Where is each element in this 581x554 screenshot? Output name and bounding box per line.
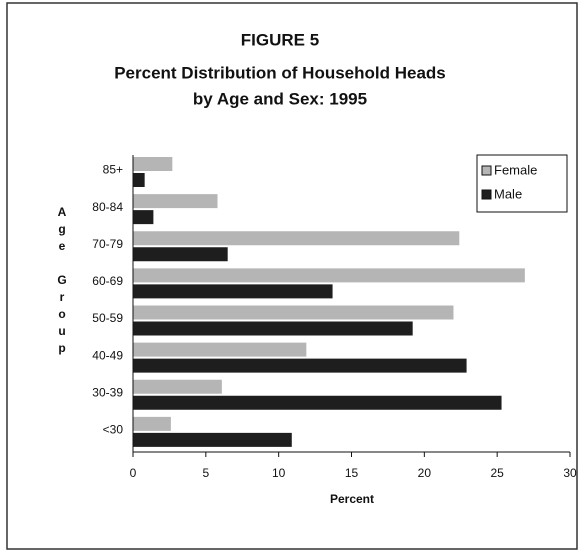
bar [133, 231, 460, 246]
chart-subtitle: Percent Distribution of Household Heads [114, 63, 446, 82]
bar [133, 157, 173, 171]
bar [133, 342, 307, 357]
bar [133, 416, 171, 431]
bar [133, 358, 467, 373]
y-axis-label: Age Group [55, 205, 69, 358]
bar [133, 284, 333, 299]
x-tick-label: 30 [563, 466, 577, 480]
bar [133, 379, 222, 394]
x-tick-label: 5 [202, 466, 209, 480]
y-tick-label: 70-79 [92, 237, 123, 251]
bar [133, 173, 145, 187]
bar [133, 395, 502, 410]
bar [133, 305, 454, 320]
y-tick-label: 50-59 [92, 311, 123, 325]
y-tick-label: 80-84 [92, 200, 123, 214]
legend-swatch [481, 189, 492, 200]
legend-swatch [481, 165, 492, 176]
frame [6, 2, 578, 550]
x-axis-label: Percent [330, 492, 374, 506]
x-tick-label: 0 [130, 466, 137, 480]
y-tick-label: 30-39 [92, 385, 123, 399]
y-tick-label: 40-49 [92, 348, 123, 362]
chart-title: FIGURE 5 [241, 30, 319, 49]
x-tick-label: 25 [490, 466, 504, 480]
bar [133, 432, 292, 447]
x-tick-label: 10 [272, 466, 286, 480]
y-tick-label: 60-69 [92, 274, 123, 288]
bar [133, 194, 218, 209]
bar [133, 247, 228, 262]
legend-box [476, 154, 568, 213]
bar [133, 210, 154, 225]
y-tick-label: 85+ [103, 163, 123, 177]
y-tick-label: <30 [103, 423, 124, 437]
chart-subtitle: by Age and Sex: 1995 [193, 89, 367, 108]
legend-label: Female [494, 162, 537, 177]
bar [133, 321, 413, 336]
legend-label: Male [494, 186, 522, 201]
x-tick-label: 15 [345, 466, 359, 480]
bar [133, 268, 525, 283]
x-tick-label: 20 [418, 466, 432, 480]
